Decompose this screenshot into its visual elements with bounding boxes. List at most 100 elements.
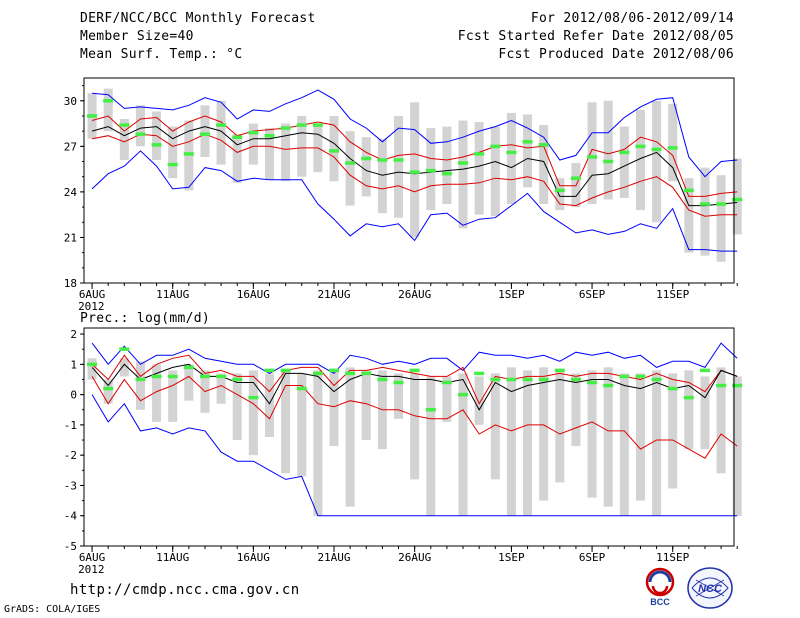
upper-line — [91, 115, 738, 197]
spread-box — [361, 370, 371, 441]
spread-box — [587, 370, 597, 498]
spread-box — [232, 134, 242, 183]
chart-panel-1: 18 21 24 27 30 6AUG 11AUG 16AUG 21AUG 26AUG 1SEP 6S… — [64, 77, 743, 326]
spread-box — [135, 105, 145, 147]
spread-box — [345, 131, 355, 206]
spread-box — [313, 370, 323, 516]
upper-line — [91, 354, 738, 405]
lower-line — [92, 133, 738, 217]
x-tick-label: 21AUG — [317, 551, 350, 564]
spread-box — [264, 128, 274, 180]
spread-box — [523, 114, 533, 188]
spread-box — [184, 364, 194, 401]
spread-box — [168, 126, 178, 179]
x-tick-label: 11SEP — [656, 288, 689, 301]
spread-box — [539, 125, 549, 205]
spread-box — [281, 370, 291, 474]
spread-box — [248, 123, 258, 165]
variable-label: Mean Surf. Temp.: °C — [80, 47, 243, 62]
spread-box — [652, 370, 662, 516]
panel-title: Prec.: log(mm/d) — [80, 311, 210, 326]
y-tick-label: 18 — [64, 277, 77, 290]
plot-frame — [83, 77, 735, 284]
spread-box — [684, 178, 694, 253]
mean-line — [91, 363, 738, 411]
spread-box — [281, 123, 291, 182]
spread-box — [119, 358, 129, 377]
produced-date: Fcst Produced Date 2012/08/06 — [498, 47, 734, 62]
y-tick-label: 1 — [70, 358, 77, 371]
spread-box — [248, 370, 258, 456]
x-tick-label: 11AUG — [156, 288, 189, 301]
bcc-logo-text: BCC — [650, 597, 670, 607]
y-tick-label: 24 — [64, 186, 78, 199]
x-tick-label: 26AUG — [398, 288, 431, 301]
spread-box — [716, 367, 726, 474]
spread-box — [555, 178, 565, 211]
x-tick-label: 16AUG — [237, 551, 270, 564]
spread-box — [668, 103, 678, 182]
x-tick-label: 21AUG — [317, 288, 350, 301]
spread-box — [490, 126, 500, 217]
spread-box — [135, 361, 145, 410]
spread-box — [442, 126, 452, 205]
spread-box — [103, 88, 113, 132]
x-tick-label: 1SEP — [498, 551, 525, 564]
spread-box — [539, 367, 549, 501]
chart-title: DERF/NCC/BCC Monthly Forecast — [80, 11, 316, 26]
spread-box — [700, 376, 710, 450]
spread-box — [506, 367, 516, 516]
x-year-label: 2012 — [78, 300, 105, 313]
spread-box — [619, 126, 629, 198]
x-tick-label: 6AUG — [79, 288, 106, 301]
y-tick-label: -3 — [64, 479, 77, 492]
y-tick-label: 27 — [64, 140, 77, 153]
spread-box — [684, 370, 694, 450]
y-tick-label: 21 — [64, 231, 77, 244]
spread-box — [603, 100, 613, 200]
spread-box — [297, 373, 307, 477]
spread-box — [555, 370, 565, 483]
spread-box — [652, 100, 662, 223]
x-year-label: 2012 — [78, 563, 105, 576]
x-tick-label: 6SEP — [579, 551, 606, 564]
spread-box — [216, 373, 226, 404]
y-tick-label: -5 — [64, 540, 77, 553]
x-tick-label: 11SEP — [656, 551, 689, 564]
spread-box — [426, 376, 436, 516]
x-tick-label: 6AUG — [79, 551, 106, 564]
spread-box — [377, 138, 387, 214]
spread-box — [329, 115, 339, 182]
spread-box — [87, 358, 97, 380]
spread-box — [200, 105, 210, 157]
y-tick-label: 2 — [70, 328, 77, 341]
x-tick-label: 16AUG — [237, 288, 270, 301]
max-line — [92, 89, 738, 178]
spread-box — [458, 373, 468, 516]
y-tick-label: -2 — [64, 449, 77, 462]
spread-box — [635, 373, 645, 501]
spread-box — [168, 370, 178, 422]
spread-box — [523, 370, 533, 516]
grads-credit: GrADS: COLA/IGES — [4, 604, 101, 615]
spread-box — [458, 120, 468, 229]
member-size: Member Size=40 — [80, 29, 194, 44]
source-url[interactable]: http://cmdp.ncc.cma.gov.cn — [70, 582, 300, 598]
y-tick-label: -4 — [64, 510, 78, 523]
spread-box — [297, 115, 307, 177]
spread-box — [619, 373, 629, 516]
spread-box — [716, 175, 726, 262]
spread-box — [474, 122, 484, 215]
x-tick-label: 1SEP — [498, 288, 525, 301]
y-tick-label: 0 — [70, 389, 77, 402]
spread-box — [152, 364, 162, 422]
x-tick-label: 26AUG — [398, 551, 431, 564]
plot-frame — [83, 327, 735, 547]
spread-box — [410, 102, 420, 238]
spread-box — [216, 100, 226, 165]
spread-box — [587, 102, 597, 205]
spread-box — [232, 373, 242, 441]
y-tick-label: -1 — [64, 419, 77, 432]
